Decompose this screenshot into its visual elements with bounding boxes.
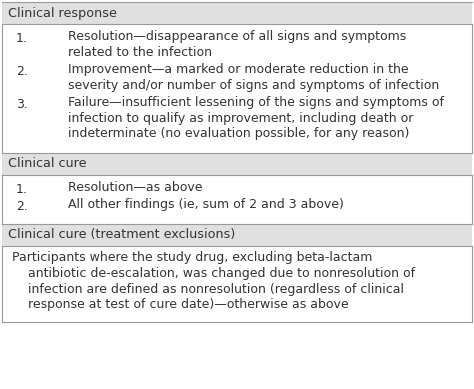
Text: All other findings (ie, sum of 2 and 3 above): All other findings (ie, sum of 2 and 3 a… <box>68 198 344 211</box>
Text: 2.: 2. <box>16 65 28 78</box>
Text: antibiotic de-escalation, was changed due to nonresolution of: antibiotic de-escalation, was changed du… <box>28 267 415 280</box>
Text: related to the infection: related to the infection <box>68 46 212 58</box>
Text: Clinical response: Clinical response <box>8 7 117 19</box>
Text: response at test of cure date)—otherwise as above: response at test of cure date)—otherwise… <box>28 298 348 311</box>
Text: Participants where the study drug, excluding beta-lactam: Participants where the study drug, exclu… <box>12 252 373 265</box>
Text: Resolution—disappearance of all signs and symptoms: Resolution—disappearance of all signs an… <box>68 30 406 43</box>
Text: Improvement—a marked or moderate reduction in the: Improvement—a marked or moderate reducti… <box>68 63 409 76</box>
Text: Clinical cure: Clinical cure <box>8 157 86 170</box>
Text: infection to qualify as improvement, including death or: infection to qualify as improvement, inc… <box>68 112 413 124</box>
Bar <box>2 224 472 245</box>
Text: Clinical cure (treatment exclusions): Clinical cure (treatment exclusions) <box>8 228 235 241</box>
Text: 1.: 1. <box>16 32 28 46</box>
Text: indeterminate (no evaluation possible, for any reason): indeterminate (no evaluation possible, f… <box>68 127 410 140</box>
Text: 1.: 1. <box>16 183 28 196</box>
Bar <box>2 152 472 175</box>
Text: Resolution—as above: Resolution—as above <box>68 180 202 193</box>
Text: infection are defined as nonresolution (regardless of clinical: infection are defined as nonresolution (… <box>28 282 404 296</box>
Text: severity and/or number of signs and symptoms of infection: severity and/or number of signs and symp… <box>68 79 439 91</box>
Bar <box>2 2 472 24</box>
Text: 2.: 2. <box>16 200 28 213</box>
Text: Failure—insufficient lessening of the signs and symptoms of: Failure—insufficient lessening of the si… <box>68 96 444 109</box>
Text: 3.: 3. <box>16 98 28 111</box>
